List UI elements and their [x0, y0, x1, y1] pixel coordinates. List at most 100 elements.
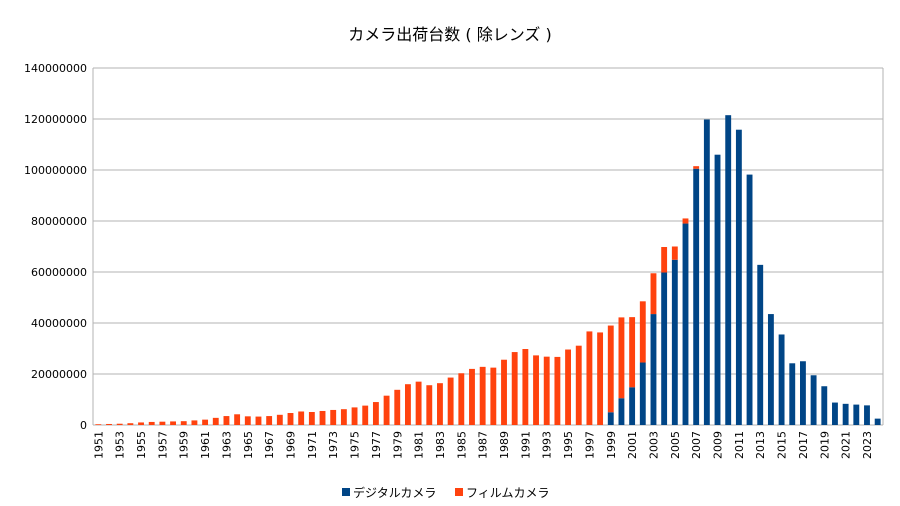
bar-film-1954: [127, 423, 134, 425]
bar-film-1990: [511, 352, 518, 425]
bar-film-1988: [490, 367, 497, 426]
bar-film-1959: [180, 421, 187, 425]
bar-film-2003: [650, 273, 657, 315]
x-tick-label: 2021: [840, 431, 853, 459]
bar-digital-2014: [767, 314, 774, 425]
y-tick-label: 100000000: [24, 164, 87, 177]
x-tick-labels: 1951 1953 1955 1957 1959 1961 1963 1965 1967 1969…: [92, 431, 874, 459]
bar-digital-2016: [789, 363, 796, 425]
bar-film-1961: [202, 419, 209, 425]
bar-film-1966: [255, 416, 262, 425]
y-tick-label: 60000000: [31, 266, 87, 279]
bar-film-1976: [362, 405, 369, 425]
bar-digital-2017: [800, 361, 806, 425]
x-tick-label: 2001: [626, 431, 639, 459]
bar-film-1991: [522, 349, 529, 425]
x-tick-label: 1997: [583, 431, 596, 459]
bar-digital-2011: [735, 129, 742, 425]
bar-digital-2024: [874, 418, 881, 426]
bar-film-1955: [138, 422, 144, 425]
x-tick-label: 1955: [135, 431, 148, 459]
bar-digital-2013: [757, 264, 764, 425]
bars: [95, 115, 881, 426]
bar-film-1975: [351, 407, 358, 425]
bar-film-1963: [223, 416, 230, 425]
grid-lines: [93, 67, 883, 426]
x-tick-label: 1951: [92, 431, 105, 459]
bar-digital-2007: [693, 168, 700, 426]
bar-digital-2001: [629, 387, 636, 425]
bar-film-1992: [533, 355, 539, 425]
bar-digital-2002: [639, 362, 646, 425]
bar-film-1983: [437, 383, 443, 425]
bar-film-1997: [586, 331, 593, 425]
bar-digital-2018: [810, 375, 817, 425]
x-tick-label: 1969: [285, 431, 298, 459]
bar-digital-2021: [842, 403, 849, 425]
bar-digital-2010: [725, 115, 732, 426]
bar-film-1984: [447, 377, 454, 425]
bar-film-2001: [629, 317, 636, 388]
bar-film-2007: [693, 166, 700, 169]
bar-film-1957: [159, 421, 166, 425]
x-tick-label: 1963: [220, 431, 233, 459]
bar-film-2002: [639, 301, 646, 363]
y-tick-label: 0: [80, 419, 87, 432]
x-tick-label: 1953: [114, 431, 127, 459]
bar-film-2006: [682, 218, 689, 224]
bar-film-1962: [212, 417, 219, 425]
axes: [92, 68, 884, 425]
x-tick-label: 1979: [391, 431, 404, 459]
y-tick-label: 40000000: [31, 317, 87, 330]
bar-film-1993: [543, 356, 550, 425]
legend-swatch-digital: [342, 488, 350, 496]
bar-digital-2005: [671, 259, 678, 425]
bar-digital-2008: [703, 119, 710, 425]
x-tick-label: 2007: [690, 431, 703, 459]
bar-film-1982: [426, 385, 433, 425]
bar-digital-2015: [778, 334, 785, 425]
bar-film-1968: [276, 414, 283, 425]
y-tick-labels: 0 20000000 40000000 60000000 80000000 1000000…: [24, 62, 87, 432]
bar-digital-2004: [661, 272, 668, 425]
chart-title: カメラ出荷台数 ( 除レンズ ): [348, 25, 551, 44]
x-tick-label: 1973: [327, 431, 340, 459]
bar-film-1965: [244, 416, 251, 425]
x-tick-label: 2023: [861, 431, 874, 459]
x-tick-label: 1987: [477, 431, 490, 459]
bar-film-1994: [554, 356, 561, 425]
bar-film-1981: [415, 381, 422, 425]
bar-film-1999: [607, 325, 614, 413]
bar-film-1985: [458, 373, 465, 425]
x-tick-label: 2019: [818, 431, 831, 459]
bar-film-2000: [618, 317, 625, 399]
bar-digital-2006: [682, 223, 689, 425]
bar-film-1952: [106, 423, 112, 425]
bar-film-1960: [191, 420, 198, 425]
x-tick-label: 1971: [306, 431, 319, 459]
bar-film-1986: [469, 368, 475, 425]
x-tick-label: 2013: [754, 431, 767, 459]
x-tick-label: 1975: [349, 431, 362, 459]
bar-film-1978: [383, 395, 390, 425]
bar-digital-2023: [864, 405, 870, 425]
x-tick-label: 1999: [605, 431, 618, 459]
y-tick-label: 20000000: [31, 368, 87, 381]
y-tick-label: 140000000: [24, 62, 87, 75]
legend-label-digital: デジタルカメラ: [353, 485, 436, 500]
x-tick-label: 2015: [776, 431, 789, 459]
bar-film-1996: [575, 345, 582, 425]
bar-film-1956: [148, 421, 155, 425]
bar-film-1958: [170, 421, 176, 425]
x-tick-label: 1993: [541, 431, 554, 459]
bar-film-2005: [671, 246, 678, 260]
bar-digital-2003: [650, 314, 657, 425]
bar-film-1974: [340, 409, 347, 425]
bar-film-1967: [266, 416, 273, 425]
x-tick-label: 2017: [797, 431, 810, 459]
bar-film-1987: [479, 366, 486, 425]
bar-digital-2019: [821, 386, 828, 425]
bar-digital-2009: [714, 154, 721, 425]
y-tick-label: 120000000: [24, 113, 87, 126]
